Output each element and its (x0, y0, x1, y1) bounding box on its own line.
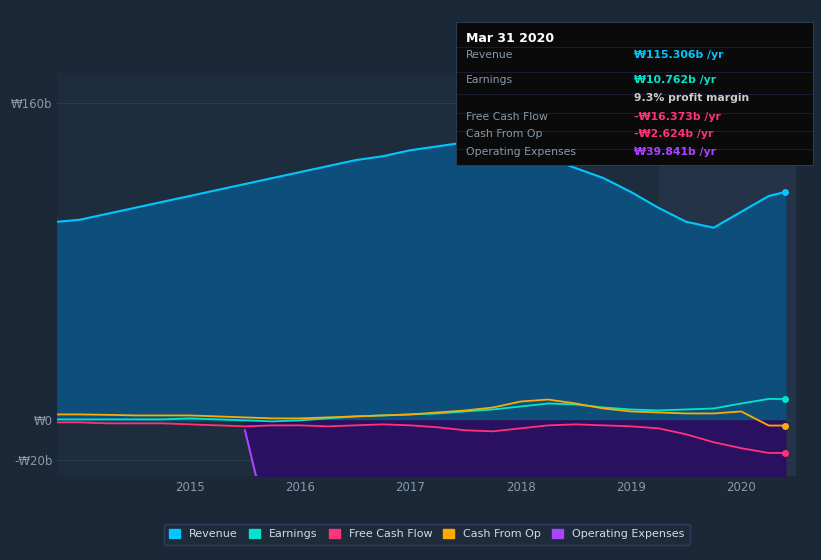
Bar (658, 73, 796, 476)
Text: Free Cash Flow: Free Cash Flow (466, 111, 548, 122)
Text: ₩10.762b /yr: ₩10.762b /yr (635, 74, 717, 85)
Text: -₩16.373b /yr: -₩16.373b /yr (635, 111, 721, 122)
Text: Revenue: Revenue (466, 49, 514, 59)
Text: Earnings: Earnings (466, 74, 513, 85)
Text: Operating Expenses: Operating Expenses (466, 147, 576, 157)
Legend: Revenue, Earnings, Free Cash Flow, Cash From Op, Operating Expenses: Revenue, Earnings, Free Cash Flow, Cash … (163, 524, 690, 545)
Text: -₩2.624b /yr: -₩2.624b /yr (635, 129, 713, 139)
Text: ₩115.306b /yr: ₩115.306b /yr (635, 49, 724, 59)
Text: Cash From Op: Cash From Op (466, 129, 543, 139)
Text: ₩39.841b /yr: ₩39.841b /yr (635, 147, 716, 157)
Text: Mar 31 2020: Mar 31 2020 (466, 32, 554, 45)
Text: 9.3% profit margin: 9.3% profit margin (635, 93, 750, 103)
